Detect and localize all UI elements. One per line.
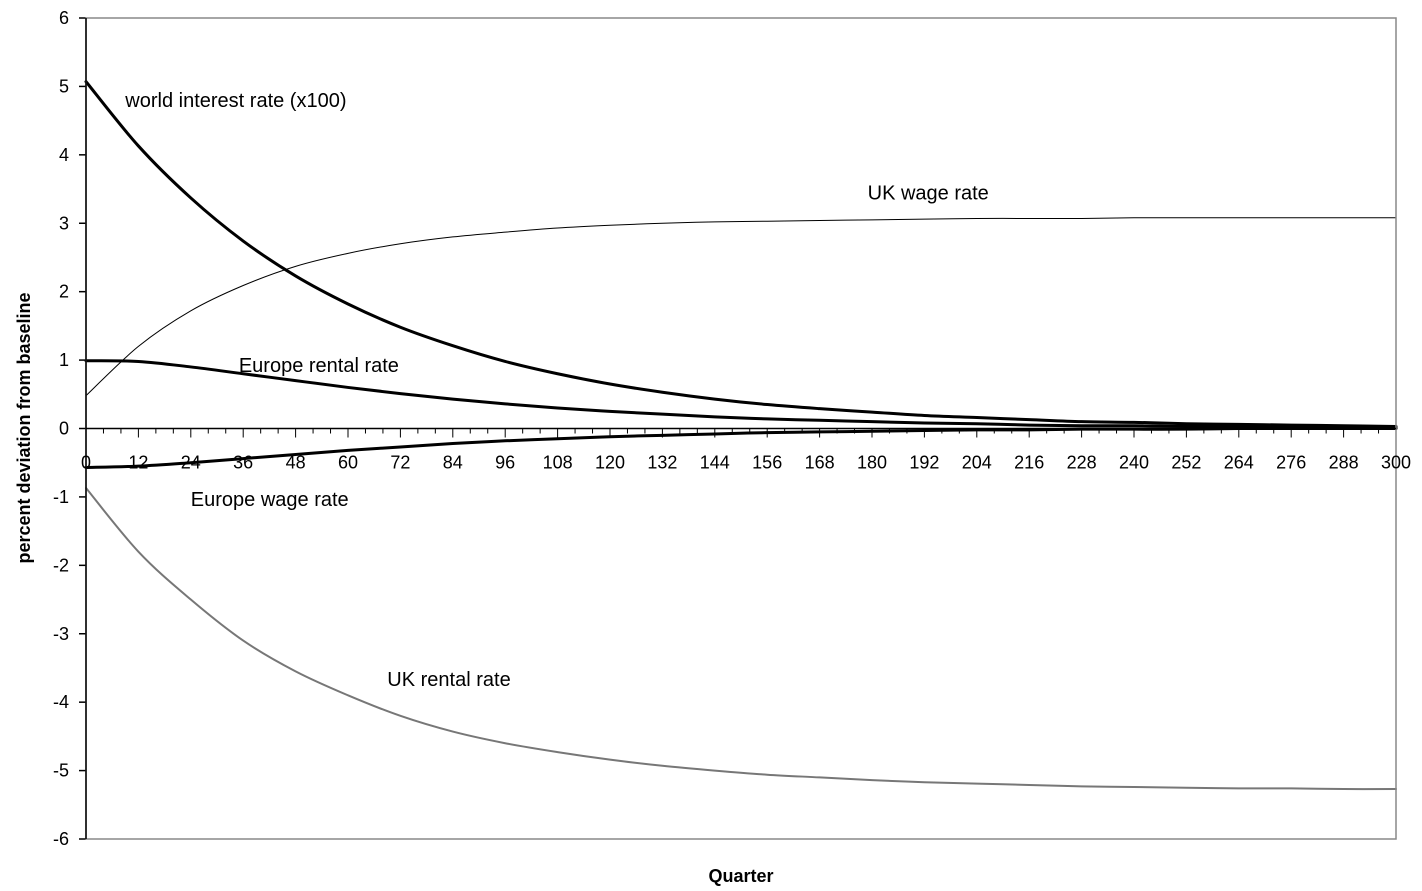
y-tick-label: -3: [53, 624, 69, 644]
x-tick-label: 108: [543, 453, 573, 473]
x-tick-label: 300: [1381, 453, 1411, 473]
x-tick-label: 228: [1067, 453, 1097, 473]
y-tick-label: 4: [59, 145, 69, 165]
x-tick-label: 240: [1119, 453, 1149, 473]
x-tick-label: 276: [1276, 453, 1306, 473]
x-axis-title: Quarter: [708, 866, 773, 886]
y-tick-label: 2: [59, 282, 69, 302]
series-lines: [84, 80, 1398, 791]
y-axis-title: percent deviation from baseline: [14, 292, 34, 563]
y-tick-label: 5: [59, 76, 69, 96]
series-label: UK rental rate: [387, 669, 510, 691]
series-label: Europe rental rate: [239, 355, 399, 377]
y-tick-label: 0: [59, 419, 69, 439]
x-tick-label: 84: [443, 453, 463, 473]
y-tick-label: -5: [53, 761, 69, 781]
y-tick-label: -2: [53, 555, 69, 575]
x-tick-label: 156: [752, 453, 782, 473]
x-tick-label: 24: [181, 453, 201, 473]
x-tick-label: 120: [595, 453, 625, 473]
series-line-uk-wage-rate: [85, 217, 1397, 397]
series-line-world-interest-rate: [84, 80, 1398, 428]
x-tick-label: 0: [81, 453, 91, 473]
y-tick-label: -6: [53, 829, 69, 849]
y-axis-tick-labels: 6 5 4 3 2 1 0 -1 -2 -3 -4 -5 -6: [53, 8, 69, 849]
x-tick-label: 96: [495, 453, 515, 473]
y-tick-label: -1: [53, 487, 69, 507]
series-labels: world interest rate (x100) UK wage rate Eu…: [124, 90, 989, 691]
y-tick-label: -4: [53, 692, 69, 712]
y-tick-label: 3: [59, 213, 69, 233]
y-tick-label: 1: [59, 350, 69, 370]
x-axis-tick-labels: 0 12 24 36 48 60 72 84 96 108 120 132 144 156 168 180 19…: [81, 453, 1411, 473]
series-line-europe-rental-rate: [84, 359, 1398, 430]
x-tick-label: 204: [962, 453, 992, 473]
x-tick-label: 216: [1014, 453, 1044, 473]
x-tick-label: 48: [286, 453, 306, 473]
x-tick-label: 192: [909, 453, 939, 473]
x-tick-label: 180: [857, 453, 887, 473]
y-axis-ticks: [79, 17, 86, 840]
x-tick-label: 252: [1171, 453, 1201, 473]
x-tick-label: 264: [1224, 453, 1254, 473]
x-tick-label: 288: [1329, 453, 1359, 473]
series-label: world interest rate (x100): [124, 90, 346, 112]
x-tick-label: 60: [338, 453, 358, 473]
series-label: Europe wage rate: [191, 489, 349, 511]
x-tick-label: 12: [128, 453, 148, 473]
x-tick-label: 144: [700, 453, 730, 473]
x-tick-label: 168: [805, 453, 835, 473]
x-tick-label: 36: [233, 453, 253, 473]
x-tick-label: 72: [390, 453, 410, 473]
series-line-uk-rental-rate: [85, 487, 1397, 791]
series-label: UK wage rate: [868, 182, 989, 204]
y-tick-label: 6: [59, 8, 69, 28]
x-tick-label: 132: [647, 453, 677, 473]
